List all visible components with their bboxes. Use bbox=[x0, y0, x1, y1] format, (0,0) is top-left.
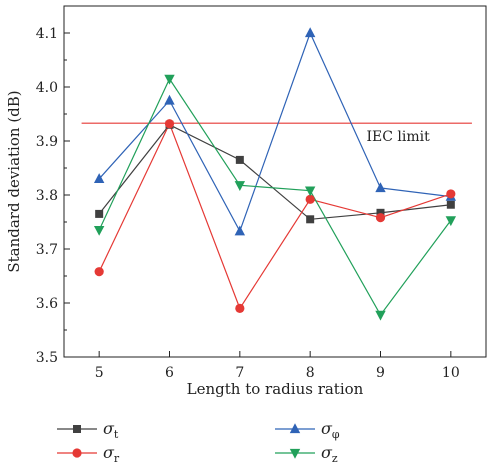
data-point-t bbox=[306, 215, 315, 224]
data-point-r bbox=[375, 213, 386, 223]
legend-symbol: σ bbox=[321, 443, 333, 462]
data-point-φ bbox=[234, 225, 246, 236]
x-axis-title: Length to radius ration bbox=[187, 380, 364, 398]
x-tick-label: 8 bbox=[306, 365, 315, 381]
legend-subscript: φ bbox=[332, 428, 340, 441]
series-line-t bbox=[98, 124, 451, 220]
y-tick-label: 4.0 bbox=[36, 80, 58, 96]
data-point-z bbox=[304, 186, 316, 197]
plot-area: 5 6 7 8 9 10 3.5 3.6 3.7 3.8 3.9 4.0 4.1 IEC limit bbox=[36, 5, 487, 381]
plot-frame bbox=[63, 5, 487, 358]
data-point-z bbox=[234, 181, 246, 191]
x-tick-label: 5 bbox=[95, 365, 104, 381]
legend-symbol: σ bbox=[103, 419, 115, 438]
data-point-φ bbox=[93, 173, 105, 183]
data-point-z bbox=[375, 310, 386, 321]
y-axis-ticks: 3.5 3.6 3.7 3.8 3.9 4.0 4.1 bbox=[36, 5, 70, 366]
x-tick-label: 7 bbox=[235, 365, 244, 381]
y-tick-label: 3.7 bbox=[36, 242, 58, 258]
data-point-z bbox=[93, 225, 105, 236]
x-axis-ticks: 5 6 7 8 9 10 bbox=[95, 351, 460, 381]
y-tick-label: 3.6 bbox=[36, 296, 58, 312]
legend-symbol: σ bbox=[321, 419, 333, 438]
series-line-z bbox=[98, 77, 452, 316]
data-point-z bbox=[164, 74, 175, 85]
legend-item-φ: σφ bbox=[275, 419, 340, 441]
legend-label-z: σz bbox=[321, 443, 338, 465]
data-point-r bbox=[94, 267, 104, 277]
legend-marker-φ bbox=[289, 423, 301, 434]
data-point-t bbox=[446, 200, 455, 209]
data-point-r bbox=[164, 119, 175, 129]
x-tick-label: 9 bbox=[376, 365, 385, 381]
x-tick-label: 10 bbox=[442, 365, 460, 381]
y-tick-label: 3.8 bbox=[36, 188, 58, 204]
data-point-t bbox=[235, 155, 244, 164]
data-point-t bbox=[95, 209, 104, 218]
legend-label-r: σr bbox=[103, 443, 120, 465]
legend-item-z: σz bbox=[275, 443, 338, 465]
series-lines bbox=[98, 31, 452, 316]
legend-symbol: σ bbox=[103, 443, 115, 462]
data-point-z bbox=[445, 216, 457, 227]
legend-marker-z bbox=[289, 448, 301, 459]
legend-label-φ: σφ bbox=[321, 419, 340, 441]
legend-item-r: σr bbox=[57, 443, 120, 465]
reference-line-group: IEC limit bbox=[81, 122, 472, 145]
legend-subscript: r bbox=[114, 452, 120, 465]
legend-subscript: t bbox=[114, 428, 119, 441]
y-tick-label: 3.9 bbox=[36, 134, 58, 150]
legend-marker-r bbox=[72, 448, 82, 458]
series-line-φ bbox=[98, 31, 451, 233]
y-axis-title: Standard deviation (dB) bbox=[5, 90, 23, 272]
data-point-φ bbox=[375, 182, 386, 193]
data-point-r bbox=[235, 303, 245, 313]
data-point-r bbox=[446, 189, 456, 199]
legend-item-t: σt bbox=[57, 419, 119, 441]
data-point-r bbox=[305, 194, 315, 204]
y-tick-label: 4.1 bbox=[36, 26, 58, 42]
series-markers bbox=[93, 27, 457, 321]
data-point-φ bbox=[164, 94, 175, 105]
data-point-t bbox=[376, 208, 385, 217]
legend-subscript: z bbox=[332, 452, 338, 465]
y-tick-label: 3.5 bbox=[36, 350, 58, 366]
series-line-r bbox=[98, 122, 452, 310]
x-tick-label: 6 bbox=[165, 365, 174, 381]
iec-limit-label: IEC limit bbox=[366, 129, 430, 145]
data-point-φ bbox=[304, 27, 316, 38]
legend-marker-t bbox=[73, 425, 81, 433]
legend-label-t: σt bbox=[103, 419, 119, 441]
